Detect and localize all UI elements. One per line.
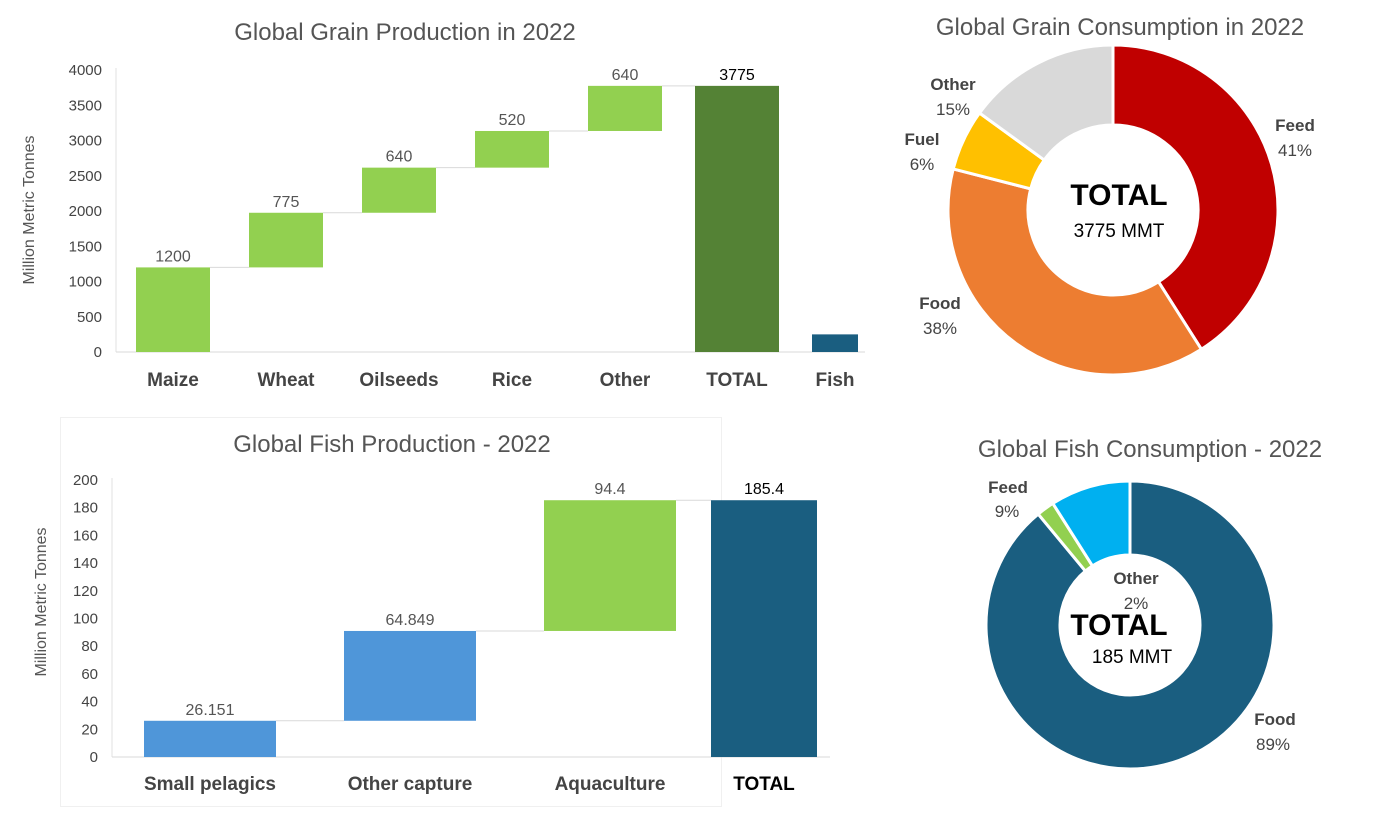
grain-production-title: Global Grain Production in 2022 (234, 19, 576, 46)
fish-category-label: Small pelagics (144, 774, 276, 795)
grain-bar-oilseeds (362, 167, 436, 213)
fish-production-ylabel: Million Metric Tonnes (33, 527, 50, 676)
grain-y-tick: 3500 (69, 97, 102, 114)
grain-bar-wheat (249, 212, 323, 268)
fish-y-tick: 120 (73, 583, 98, 600)
grain-y-tick: 0 (94, 344, 102, 361)
grain-fuel-pct: 6% (910, 155, 935, 174)
fish-production-chart: Global Fish Production - 2022 Million Me… (33, 431, 830, 795)
grain-other-pct: 15% (936, 100, 970, 119)
fish-value-label: 64.849 (386, 612, 435, 629)
fish-feed-pct: 9% (995, 502, 1020, 521)
grain-category-label: TOTAL (706, 370, 768, 391)
grain-category-label: Other (600, 370, 651, 391)
fish-value-label: 94.4 (594, 481, 625, 498)
grain-bar-rice (475, 130, 549, 168)
fish-production-title: Global Fish Production - 2022 (233, 431, 551, 458)
grain-y-tick: 4000 (69, 62, 102, 79)
fish-consumption-slice-feed (1050, 479, 1132, 568)
fish-other-pct: 2% (1124, 594, 1149, 613)
grain-value-label: 775 (273, 194, 300, 211)
grain-consumption-slice-food (946, 167, 1204, 377)
fish-y-tick: 40 (81, 694, 98, 711)
fish-consumption-center-title: TOTAL (1070, 609, 1167, 642)
fish-bar-small-pelagics (144, 720, 276, 757)
grain-value-label: 1200 (155, 248, 191, 265)
grain-value-label: 640 (386, 149, 413, 166)
fish-category-label: Aquaculture (555, 774, 666, 795)
fish-consumption-slice-food (984, 479, 1276, 771)
grain-production-panel: Global Grain Production in 2022 Million … (0, 0, 880, 405)
grain-y-tick: 2500 (69, 168, 102, 185)
grain-consumption-slice-other (977, 43, 1115, 163)
fish-production-panel: Global Fish Production - 2022 Million Me… (0, 405, 880, 815)
fish-consumption-title: Global Fish Consumption - 2022 (978, 436, 1322, 463)
grain-consumption-center-value: 3775 MMT (1074, 221, 1165, 242)
fish-y-tick: 60 (81, 666, 98, 683)
fish-consumption-panel: Global Fish Consumption - 2022 TOTAL 185… (880, 405, 1391, 815)
grain-y-tick: 1000 (69, 274, 102, 291)
fish-y-tick: 20 (81, 721, 98, 738)
grain-value-label: 640 (612, 67, 639, 84)
grain-consumption-slice-feed (1111, 43, 1280, 352)
grain-consumption-chart: Global Grain Consumption in 2022 TOTAL 3… (905, 14, 1315, 377)
fish-consumption-center-value: 185 MMT (1092, 647, 1173, 668)
grain-feed-pct: 41% (1278, 141, 1312, 160)
grain-bar-other (588, 85, 662, 131)
fish-y-tick: 160 (73, 527, 98, 544)
grain-bar-maize (136, 267, 210, 352)
grain-y-tick: 2000 (69, 203, 102, 220)
grain-category-label: Maize (147, 370, 199, 391)
grain-food-label: Food (919, 294, 961, 313)
grain-consumption-center-title: TOTAL (1070, 179, 1167, 212)
fish-bar-other-capture (344, 630, 476, 721)
grain-consumption-title: Global Grain Consumption in 2022 (936, 14, 1304, 41)
fish-other-label: Other (1113, 569, 1159, 588)
grain-production-ylabel: Million Metric Tonnes (21, 135, 38, 284)
fish-y-tick: 140 (73, 555, 98, 572)
fish-y-tick: 100 (73, 611, 98, 628)
fish-feed-label: Feed (988, 478, 1028, 497)
grain-feed-label: Feed (1275, 116, 1315, 135)
fish-bar-total (711, 500, 817, 757)
grain-category-label: Wheat (258, 370, 316, 391)
grain-bar-total (695, 85, 779, 353)
fish-value-label: 185.4 (744, 481, 784, 498)
grain-category-label: Rice (492, 370, 532, 391)
fish-y-tick: 0 (90, 749, 98, 766)
grain-value-label: 3775 (719, 67, 755, 84)
fish-food-pct: 89% (1256, 735, 1290, 754)
fish-value-label: 26.151 (186, 702, 235, 719)
fish-category-label: Other capture (348, 774, 473, 795)
grain-y-tick: 3000 (69, 133, 102, 150)
fish-y-tick: 200 (73, 472, 98, 489)
grain-other-label: Other (930, 75, 976, 94)
grain-category-label: Oilseeds (359, 370, 438, 391)
fish-category-label: TOTAL (733, 774, 795, 795)
grain-fuel-label: Fuel (905, 130, 940, 149)
grain-consumption-panel: Global Grain Consumption in 2022 TOTAL 3… (880, 0, 1391, 405)
fish-y-tick: 80 (81, 638, 98, 655)
fish-bar-aquaculture (544, 500, 676, 631)
fish-food-label: Food (1254, 710, 1296, 729)
grain-value-label: 520 (499, 112, 526, 129)
grain-y-tick: 500 (77, 309, 102, 326)
fish-consumption-chart: Global Fish Consumption - 2022 TOTAL 185… (978, 436, 1322, 771)
grain-food-pct: 38% (923, 319, 957, 338)
grain-y-tick: 1500 (69, 238, 102, 255)
grain-production-chart: Global Grain Production in 2022 Million … (21, 19, 865, 391)
grain-category-label: Fish (815, 370, 854, 391)
grain-bar-fish (812, 334, 858, 352)
fish-y-tick: 180 (73, 500, 98, 517)
